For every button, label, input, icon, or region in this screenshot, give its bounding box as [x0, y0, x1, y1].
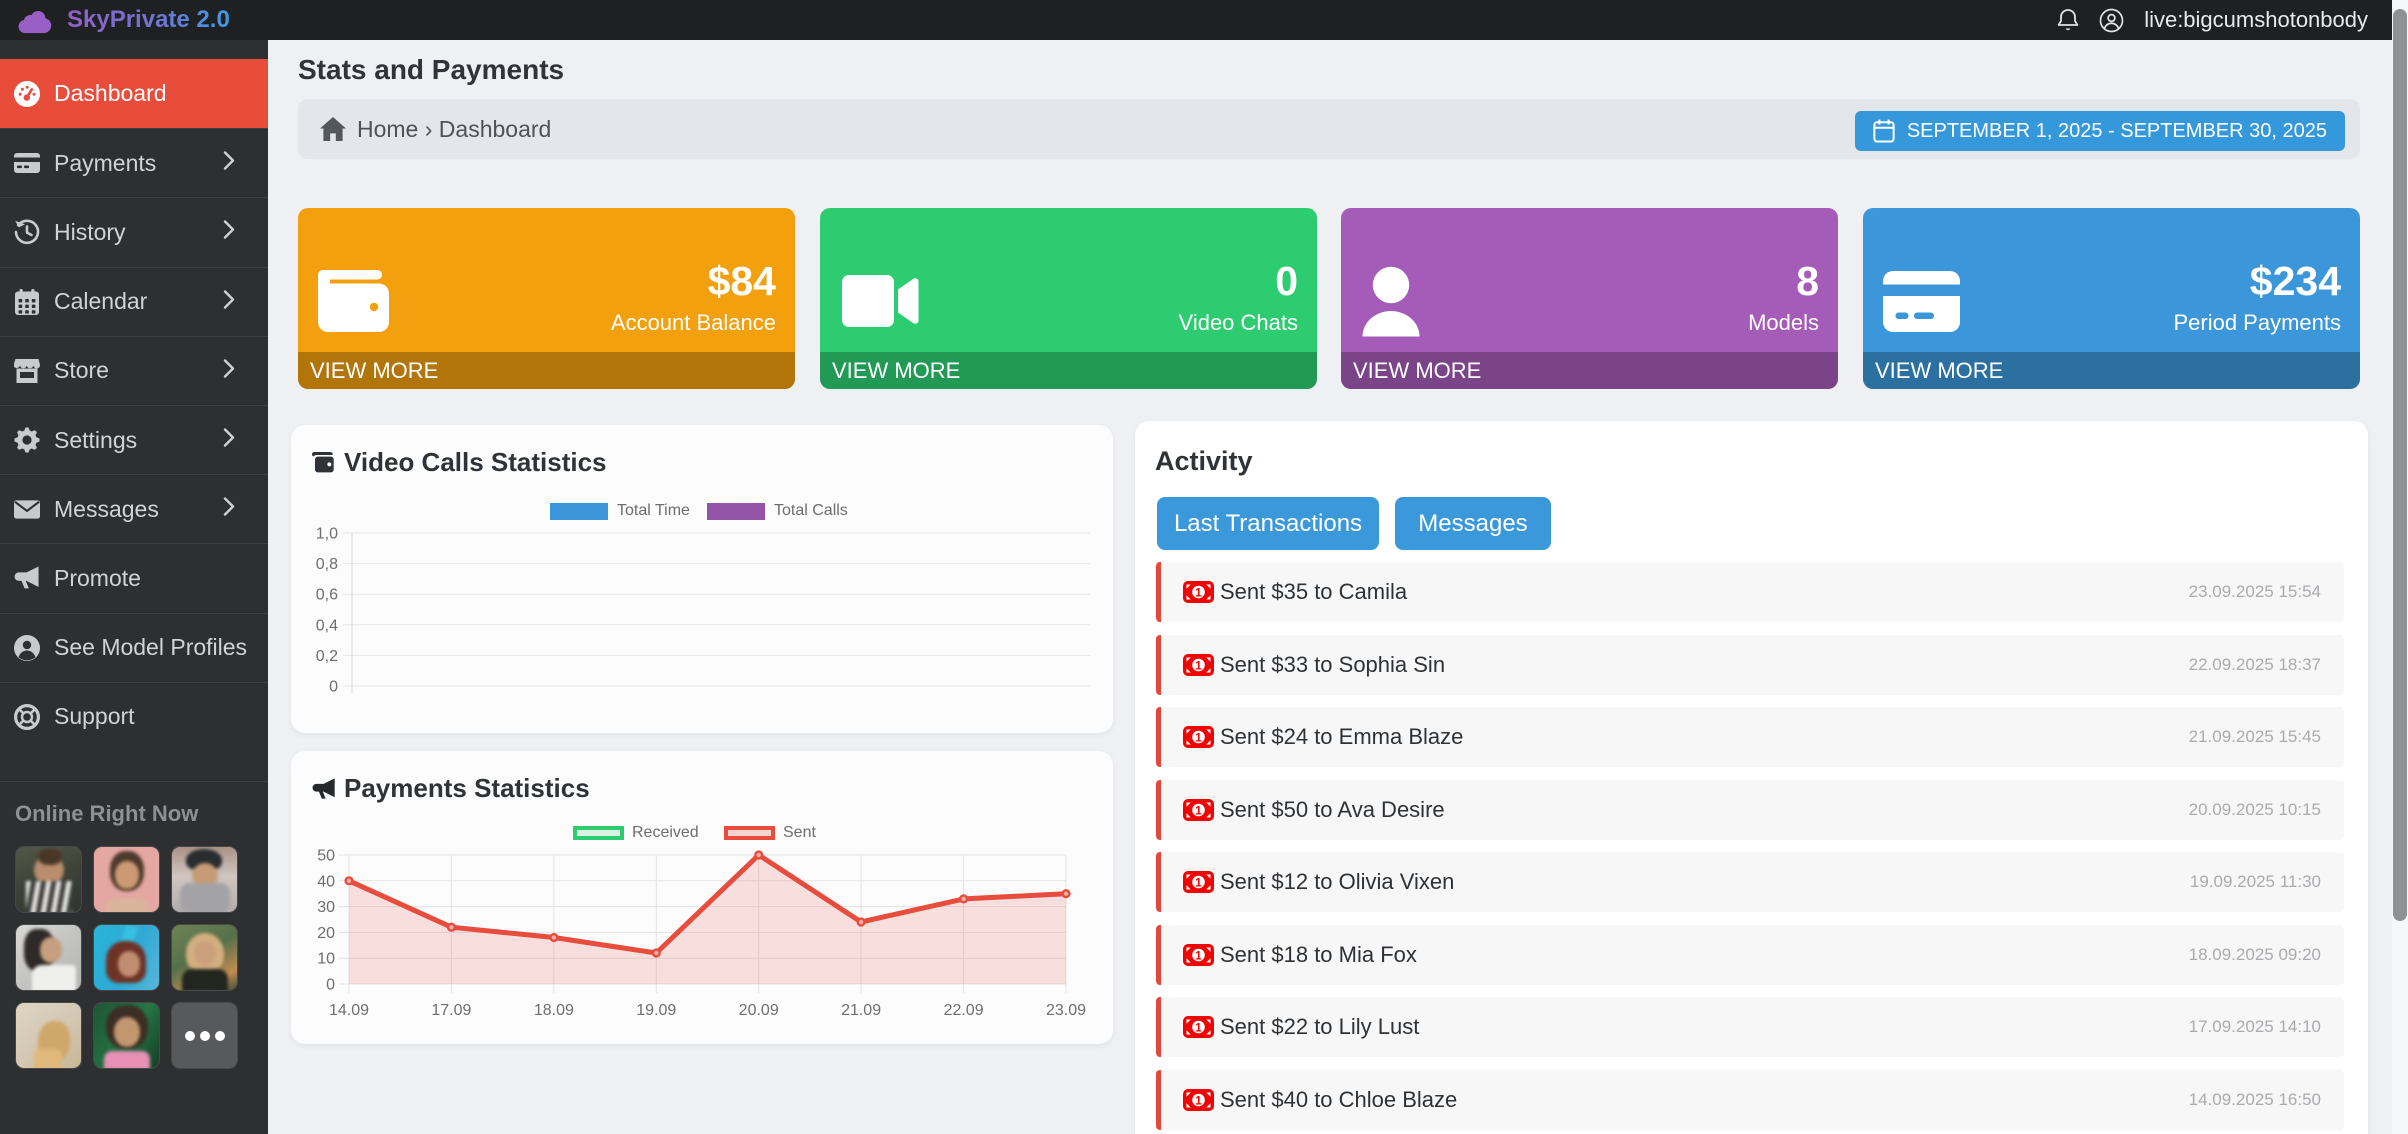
svg-text:21.09: 21.09	[841, 1002, 881, 1019]
svg-text:1: 1	[1195, 803, 1202, 817]
svg-text:1: 1	[1195, 730, 1202, 744]
svg-text:0,8: 0,8	[316, 556, 338, 573]
svg-text:18.09: 18.09	[534, 1002, 574, 1019]
svg-text:23.09: 23.09	[1046, 1002, 1086, 1019]
svg-text:20.09: 20.09	[739, 1002, 779, 1019]
svg-text:1: 1	[1195, 585, 1202, 599]
svg-text:10: 10	[317, 951, 335, 968]
svg-text:30: 30	[317, 899, 335, 916]
svg-text:0: 0	[326, 977, 335, 994]
svg-text:1: 1	[1195, 658, 1202, 672]
svg-text:0,4: 0,4	[316, 617, 338, 634]
svg-text:50: 50	[317, 848, 335, 865]
svg-text:0,6: 0,6	[316, 587, 338, 604]
svg-text:17.09: 17.09	[431, 1002, 471, 1019]
svg-text:0,2: 0,2	[316, 648, 338, 665]
svg-text:0: 0	[329, 679, 338, 696]
svg-text:20: 20	[317, 925, 335, 942]
svg-text:1,0: 1,0	[316, 526, 338, 543]
svg-text:40: 40	[317, 873, 335, 890]
svg-text:1: 1	[1195, 875, 1202, 889]
svg-text:14.09: 14.09	[329, 1002, 369, 1019]
svg-text:22.09: 22.09	[944, 1002, 984, 1019]
svg-text:19.09: 19.09	[636, 1002, 676, 1019]
svg-text:1: 1	[1195, 1020, 1202, 1034]
svg-text:1: 1	[1195, 1093, 1202, 1107]
svg-text:1: 1	[1195, 948, 1202, 962]
